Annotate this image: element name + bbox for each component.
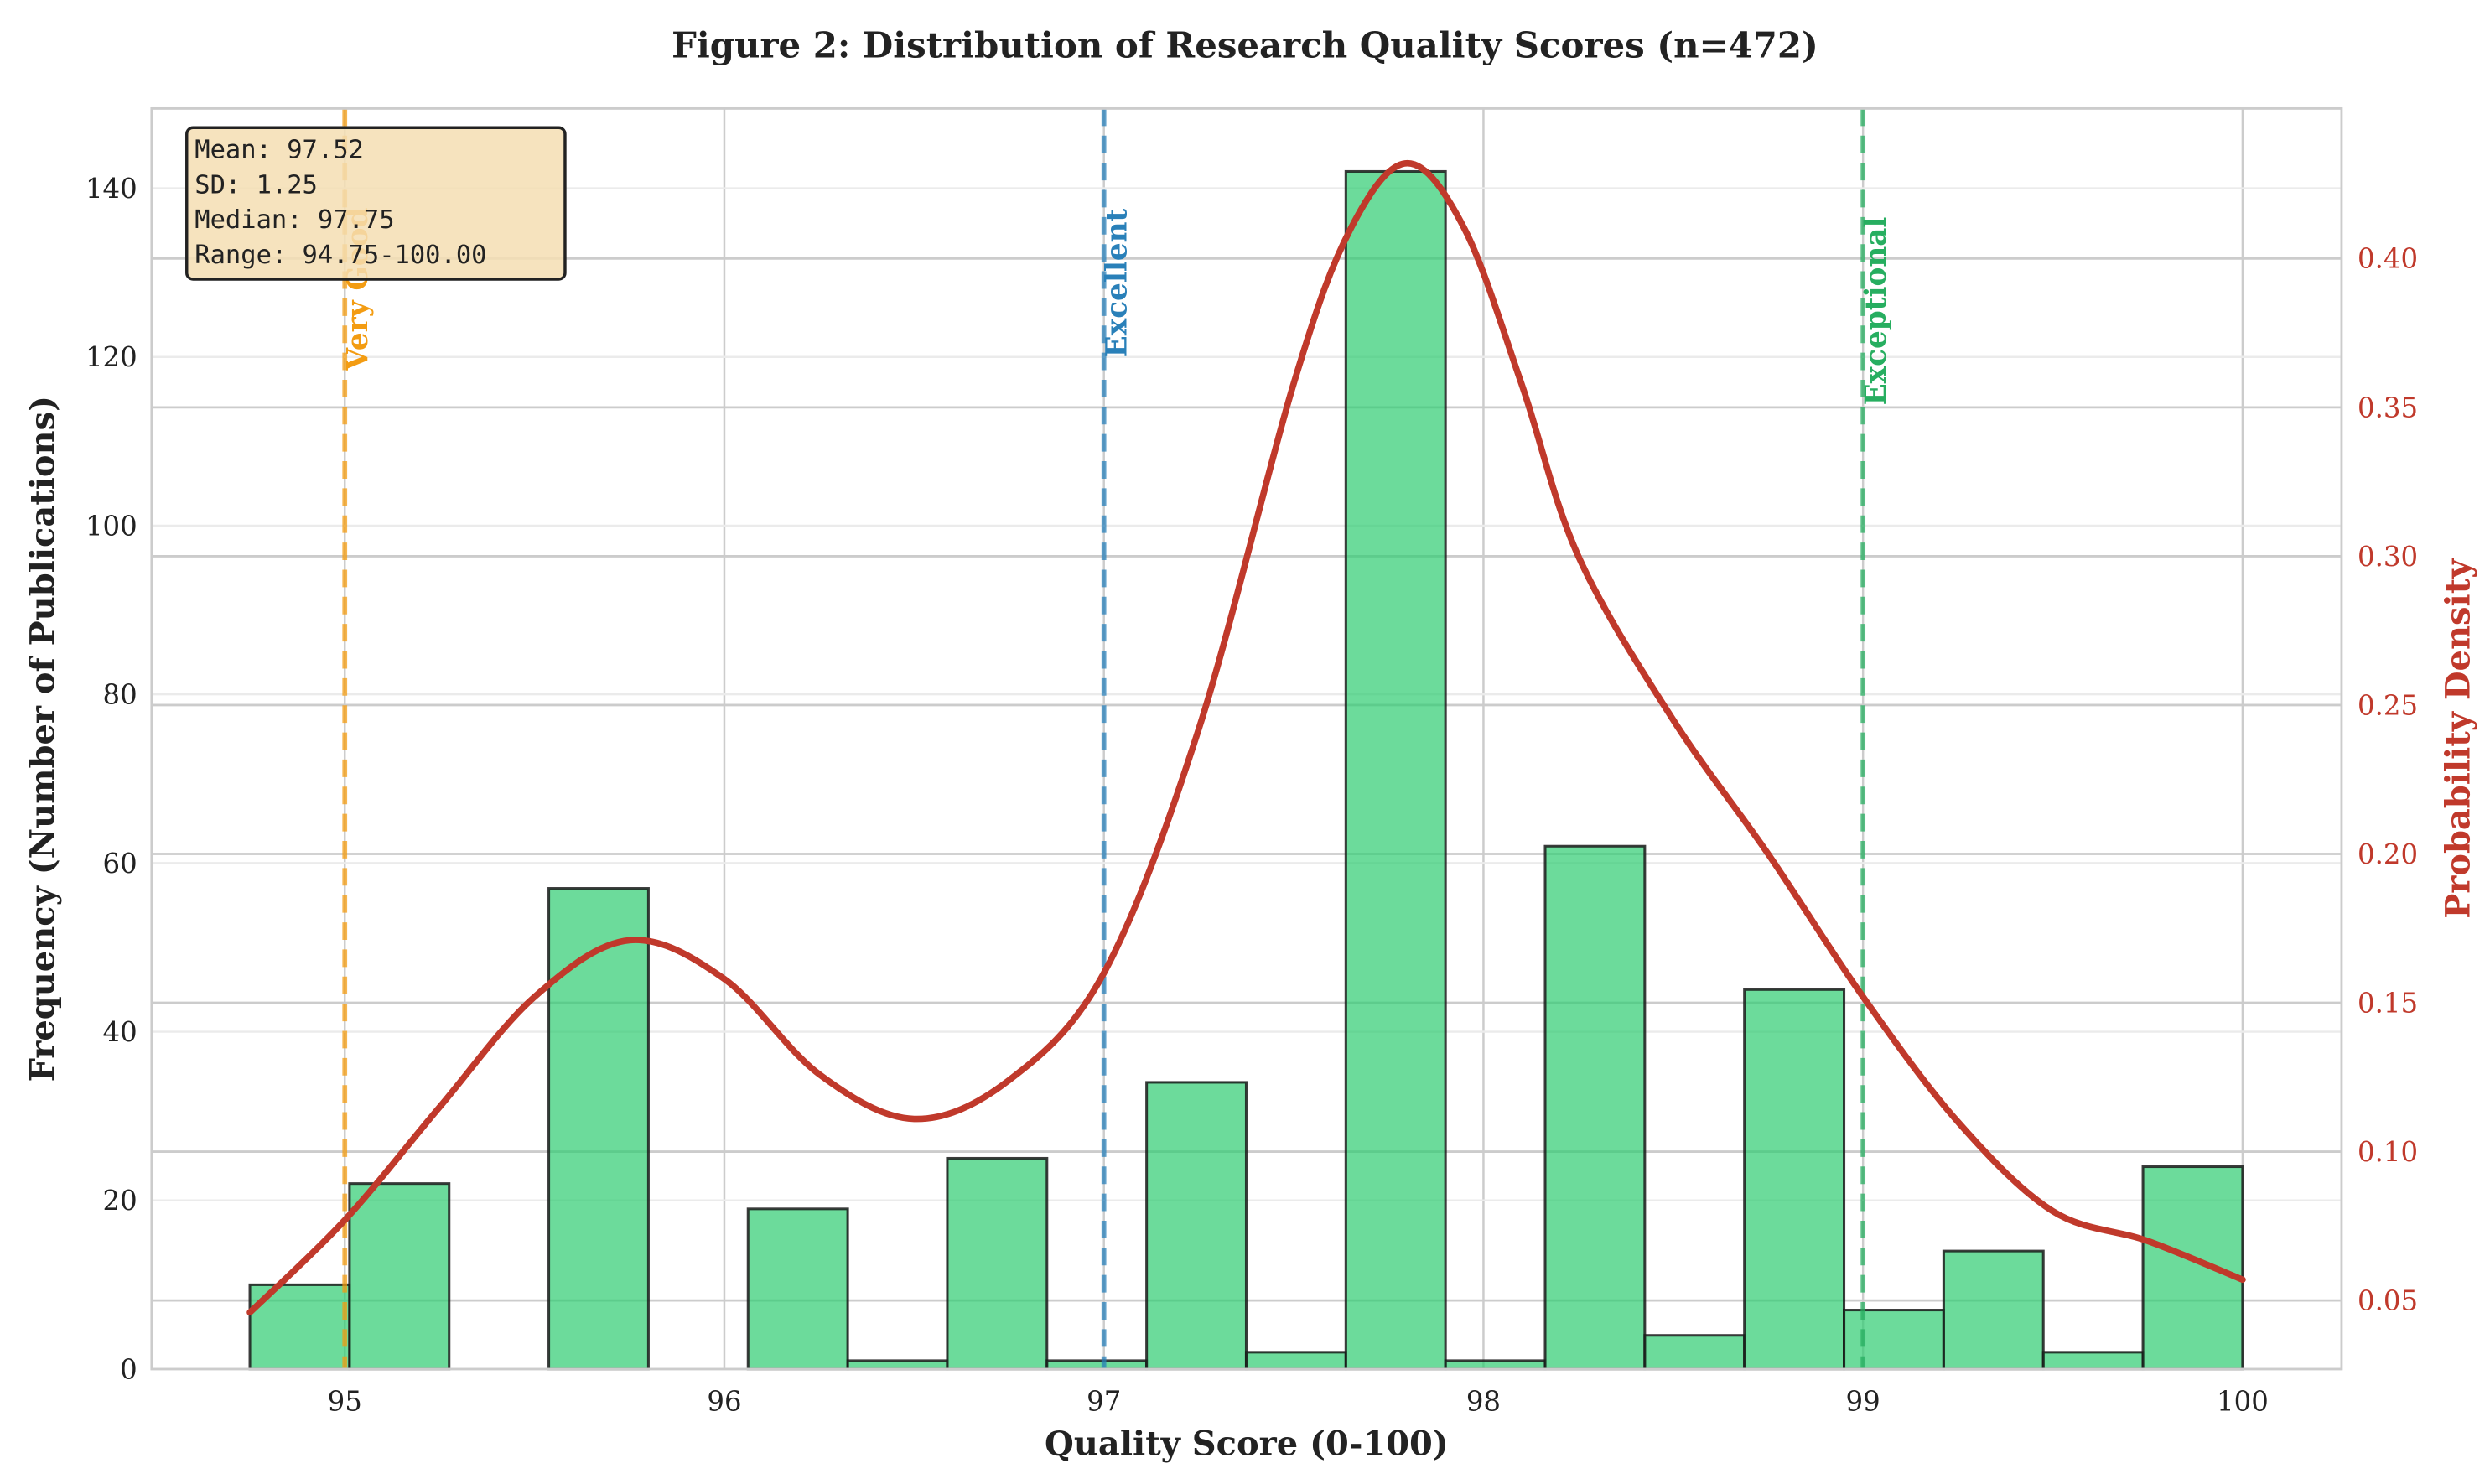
x-axis-ticks: 95 96 97 98 99 100 (328, 1385, 2269, 1417)
histogram-bar (1643, 1334, 1746, 1371)
y-axis-label-right: Probability Density (2438, 558, 2477, 919)
y-tick-label-left: 20 (103, 1185, 137, 1217)
histogram-bar (348, 1182, 451, 1371)
x-tick-label: 98 (1466, 1385, 1501, 1417)
plot-area: Very Good Excellent Exceptional (150, 106, 2343, 1371)
histogram-bar (547, 887, 650, 1371)
kde-curve (246, 159, 2246, 1316)
y-tick-label-left: 140 (86, 173, 137, 205)
chart-title: Figure 2: Distribution of Research Quali… (672, 25, 1818, 66)
x-tick-label: 99 (1846, 1385, 1880, 1417)
stats-sd: SD: 1.25 (195, 170, 318, 200)
x-tick-label: 95 (328, 1385, 362, 1417)
plot-frame (150, 106, 2343, 1371)
reference-line-label: Excellent (1100, 208, 1133, 357)
y-axis-ticks-right: 0.05 0.10 0.15 0.20 0.25 0.30 0.35 0.40 (2358, 243, 2418, 1317)
y-tick-label-right: 0.20 (2358, 838, 2418, 870)
y-tick-label-right: 0.35 (2358, 392, 2418, 423)
histogram-bar (1145, 1081, 1248, 1371)
histogram-bar (946, 1156, 1049, 1371)
histogram-bar (1045, 1359, 1149, 1371)
y-axis-label-left: Frequency (Number of Publications) (23, 396, 63, 1082)
histogram-bar (1942, 1249, 2045, 1371)
y-tick-label-right: 0.40 (2358, 243, 2418, 275)
reference-line-label: Exceptional (1860, 217, 1893, 406)
svg-text:Mean: 97.52 SD: 1.25: Mean: 97.52 SD: 1.25 Median: 97.75 Range… (195, 135, 486, 270)
y-tick-label-right: 0.10 (2358, 1136, 2418, 1168)
x-tick-label: 100 (2217, 1385, 2269, 1417)
y-tick-label-right: 0.05 (2358, 1285, 2418, 1317)
y-axis-ticks-left: 0 20 40 60 80 100 120 140 (86, 173, 137, 1385)
stats-mean: Mean: 97.52 (195, 135, 364, 164)
stats-range: Range: 94.75-100.00 (195, 241, 486, 270)
y-tick-label-left: 100 (86, 510, 137, 542)
stats-median: Median: 97.75 (195, 205, 394, 235)
y-tick-label-left: 0 (120, 1353, 137, 1385)
histogram-bar (1543, 844, 1647, 1371)
x-axis-label: Quality Score (0-100) (1045, 1424, 1449, 1464)
histogram-bar (1743, 988, 1846, 1371)
histogram-bar (2041, 1351, 2145, 1371)
y-tick-label-left: 60 (103, 848, 137, 880)
y-tick-label-left: 80 (103, 679, 137, 711)
y-tick-label-right: 0.25 (2358, 689, 2418, 721)
histogram-bar (1344, 169, 1447, 1371)
y-tick-label-left: 40 (103, 1016, 137, 1048)
x-tick-label: 97 (1087, 1385, 1121, 1417)
stats-box: Mean: 97.52 SD: 1.25 Median: 97.75 Range… (185, 126, 567, 281)
histogram-bar (846, 1359, 949, 1371)
y-tick-label-left: 120 (86, 341, 137, 373)
histogram-bar (1244, 1351, 1347, 1371)
histogram-bars (248, 169, 2244, 1371)
histogram-bar (1444, 1359, 1547, 1371)
y-tick-label-right: 0.15 (2358, 987, 2418, 1019)
y-tick-label-right: 0.30 (2358, 541, 2418, 573)
x-tick-label: 96 (707, 1385, 741, 1417)
histogram-bar (2141, 1165, 2244, 1371)
histogram-bar (746, 1207, 849, 1371)
histogram-bar (1843, 1309, 1945, 1371)
